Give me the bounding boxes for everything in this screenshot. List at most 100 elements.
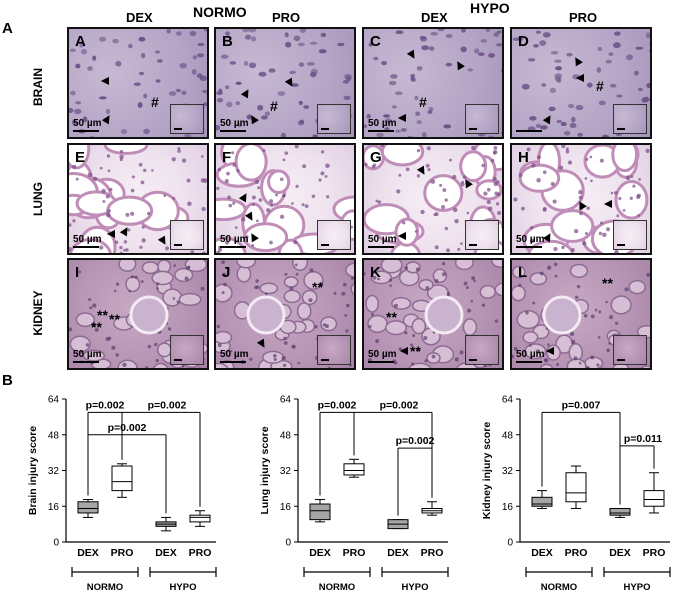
scale-bar-label: 50 µm xyxy=(73,118,102,129)
y-tick-label: 48 xyxy=(502,430,514,441)
x-category-label: PRO xyxy=(189,547,212,559)
inset-image xyxy=(170,220,204,250)
scale-bar-label: 50 µm xyxy=(368,349,397,360)
scale-bar-label: 50 µm xyxy=(73,234,102,245)
double-asterisk-marker: ** xyxy=(109,311,120,327)
micrograph-panel-j: J 50 µm ** ▲ xyxy=(214,258,356,370)
double-asterisk-marker: ** xyxy=(602,275,613,291)
col-header-pro-normo: PRO xyxy=(272,10,301,25)
double-asterisk-marker: ** xyxy=(410,343,421,359)
row-label-kidney: KIDNEY xyxy=(31,290,45,336)
inset-image xyxy=(613,220,647,250)
p-value-label: p=0.002 xyxy=(86,399,125,411)
arrowhead-marker: ▲ xyxy=(392,229,409,243)
y-axis-label: Lung injury score xyxy=(259,426,271,514)
scale-bar xyxy=(516,246,542,248)
p-value-label: p=0.002 xyxy=(380,399,419,411)
y-axis-label: Kidney injury score xyxy=(481,422,493,520)
row-label-brain: BRAIN xyxy=(31,68,45,106)
scale-bar-label: 50 µm xyxy=(516,234,545,245)
inset-image xyxy=(465,335,499,365)
group-label: HYPO xyxy=(624,582,651,593)
scale-bar-label: 50 µm xyxy=(73,349,102,360)
box-plot-charts: 0 16 32 48 64 Brain injury score DEX PRO DEX PRO N… xyxy=(27,395,671,593)
micrograph-panel-a: A 50 µm ▲ ▲ # xyxy=(67,27,209,139)
arrowhead-marker: ▲ xyxy=(394,344,411,358)
inset-image xyxy=(317,104,351,134)
scale-bar xyxy=(368,130,394,132)
x-category-label: DEX xyxy=(77,547,99,559)
panel-letter: I xyxy=(75,264,80,281)
scale-bar-label: 50 µm xyxy=(220,349,249,360)
box-body xyxy=(77,501,99,514)
x-category-label: PRO xyxy=(111,547,134,559)
scale-bar xyxy=(220,361,246,363)
arrowhead-marker: ▲ xyxy=(570,71,587,85)
inset-scale-bar xyxy=(469,244,477,246)
inset-scale-bar xyxy=(469,359,477,361)
x-category-label: DEX xyxy=(309,547,331,559)
inset-image xyxy=(465,104,499,134)
inset-image xyxy=(317,220,351,250)
group-label: NORMO xyxy=(87,582,123,593)
group-label: HYPO xyxy=(402,582,429,593)
p-value-label: p=0.002 xyxy=(396,435,435,447)
double-asterisk-marker: ** xyxy=(312,279,323,295)
inset-image xyxy=(170,335,204,365)
scale-bar xyxy=(516,130,542,132)
y-tick-label: 16 xyxy=(280,502,292,513)
micrograph-panel-b: B 50 µm ▲ ▲ ▲ # xyxy=(214,27,356,139)
hash-marker: # xyxy=(596,78,604,94)
inset-scale-bar xyxy=(469,128,477,130)
inset-scale-bar xyxy=(174,359,182,361)
scale-bar-label: 50 µm xyxy=(368,234,397,245)
box-body xyxy=(189,514,211,523)
double-asterisk-marker: ** xyxy=(386,309,397,325)
x-category-label: PRO xyxy=(343,547,366,559)
p-value-label: p=0.002 xyxy=(318,399,357,411)
panel-letter: H xyxy=(518,149,529,166)
panel-letter: B xyxy=(222,33,233,50)
scale-bar xyxy=(73,130,99,132)
inset-image xyxy=(317,335,351,365)
scale-bar xyxy=(73,246,99,248)
box-body xyxy=(565,472,587,503)
micrograph-panel-e: E 50 µm ▲ ▲ ▲ xyxy=(67,143,209,255)
y-tick-label: 0 xyxy=(507,538,513,549)
x-category-label: DEX xyxy=(609,547,631,559)
group-label: NORMO xyxy=(319,582,355,593)
y-tick-label: 16 xyxy=(48,502,60,513)
p-value-label: p=0.002 xyxy=(148,399,187,411)
micrograph-panel-c: C 50 µm ▲ ▲ ▲ # xyxy=(362,27,504,139)
y-tick-label: 32 xyxy=(48,466,60,477)
panel-letter: J xyxy=(222,264,231,281)
scale-bar xyxy=(220,130,246,132)
micrograph-panel-h: H 50 µm ▲ ▲ ▲ xyxy=(510,143,652,255)
box-body xyxy=(609,507,631,516)
x-category-label: PRO xyxy=(565,547,588,559)
arrowhead-marker: ▲ xyxy=(540,344,557,358)
arrowhead-marker: ▲ xyxy=(392,111,409,125)
inset-scale-bar xyxy=(321,359,329,361)
inset-scale-bar xyxy=(617,128,625,130)
scale-bar xyxy=(220,246,246,248)
scale-bar xyxy=(516,361,542,363)
panel-letter: G xyxy=(370,149,382,166)
inset-scale-bar xyxy=(321,244,329,246)
y-tick-label: 0 xyxy=(53,538,59,549)
scale-bar xyxy=(368,246,394,248)
row-label-lung: LUNG xyxy=(31,182,45,216)
header-hypo: HYPO xyxy=(470,0,510,16)
hash-marker: # xyxy=(419,94,427,110)
micrograph-panel-g: G 50 µm ▲ ▲ ▲ xyxy=(362,143,504,255)
box-body xyxy=(111,465,133,492)
micrograph-panel-f: F 50 µm ▲ ▲ ▲ xyxy=(214,143,356,255)
panel-letter: L xyxy=(518,264,528,281)
y-tick-label: 64 xyxy=(280,395,292,406)
col-header-dex-normo: DEX xyxy=(126,10,153,25)
x-category-label: DEX xyxy=(531,547,553,559)
micrograph-panel-l: L 50 µm ** ▲ xyxy=(510,258,652,370)
scale-bar xyxy=(73,361,99,363)
inset-image xyxy=(170,104,204,134)
y-tick-label: 32 xyxy=(280,466,292,477)
